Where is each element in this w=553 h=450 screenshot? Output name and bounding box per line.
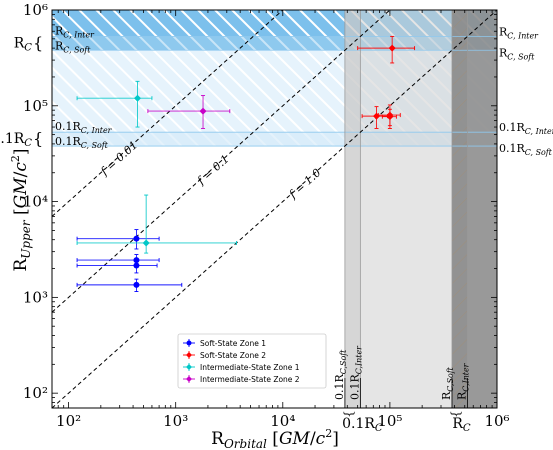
legend-marker [186, 376, 192, 382]
f-line-1 [52, 10, 391, 313]
band-label-right-inter: RC, Inter [499, 25, 539, 40]
legend-entry-0: Soft-State Zone 1 [183, 339, 266, 348]
band-left-title: RC [14, 35, 33, 53]
vband-label-0.1rc-soft: 0.1RC,Soft [333, 349, 348, 400]
point-soft-state-zone-2-3 [381, 108, 397, 127]
vband-0.1rc-soft-inter [344, 10, 361, 408]
region-bands [52, 10, 497, 408]
x-tick-label-2: 10⁴ [270, 412, 295, 430]
legend-label: Soft-State Zone 1 [200, 339, 266, 348]
marker [199, 107, 207, 115]
marker [134, 94, 142, 102]
legend-entry-2: Intermediate-State Zone 1 [183, 363, 300, 372]
marker [373, 112, 381, 120]
y-tick-label-1: 10³ [23, 288, 48, 306]
legend-marker [186, 352, 192, 358]
axes: 10² 10³ 10⁴ 10⁵ 10⁶ 10² 10³ 10⁴ 10⁵ 10⁶ [23, 1, 510, 430]
x-tick-label-4: 10⁶ [484, 412, 509, 430]
vband-brace-1: { [449, 410, 463, 418]
x-tick-label-0: 10² [56, 412, 81, 430]
point-soft-state-zone-2-0 [357, 35, 416, 64]
vband-bottom-label-rc: RC [452, 416, 471, 434]
point-intermediate-state-zone-2-0 [147, 95, 231, 129]
vband-0.1rc [344, 10, 452, 408]
y-axis-title: RUpper [GM/c2] [9, 148, 33, 271]
band-label-right-soft: 0.1RC, Soft [499, 142, 553, 157]
y-tick-label-4: 10⁶ [23, 1, 48, 19]
vband-rc-soft-inter [451, 10, 468, 408]
point-soft-state-zone-1-1 [76, 254, 160, 267]
legend-entry-1: Soft-State Zone 2 [183, 351, 266, 360]
x-tick-label-1: 10³ [163, 412, 188, 430]
legend-entry-3: Intermediate-State Zone 2 [183, 375, 300, 384]
legend-box [177, 333, 327, 389]
marker [133, 281, 140, 288]
y-tick-label-2: 10⁴ [23, 193, 48, 211]
marker [142, 239, 150, 247]
marker [133, 262, 140, 269]
f-line-2 [52, 10, 497, 408]
band-label-right-soft: RC, Soft [499, 46, 535, 61]
plot-frame [51, 9, 498, 409]
marker [133, 235, 140, 242]
vband-bottom-label-0.1rc: 0.1RC [342, 416, 383, 434]
marker [388, 44, 396, 52]
y-tick-label-0: 10² [23, 384, 48, 402]
diagonal-lines [52, 10, 497, 408]
legend: Soft-State Zone 1 Soft-State Zone 2 Interm… [177, 333, 327, 389]
data-points [76, 35, 416, 293]
point-soft-state-zone-1-2 [76, 258, 158, 274]
x-tick-label-3: 10⁵ [377, 412, 402, 430]
f-line-label-2: f = 1.0 [286, 166, 324, 202]
legend-label: Intermediate-State Zone 1 [200, 363, 300, 372]
legend-label: Intermediate-State Zone 2 [200, 375, 300, 384]
legend-marker [186, 364, 192, 370]
y-tick-label-3: 10⁵ [23, 97, 48, 115]
f-line-label-1: f = 0.1 [194, 152, 232, 188]
point-soft-state-zone-2-2 [361, 106, 388, 129]
x-axis-title: ROrbital [GM/c2] [211, 427, 339, 450]
point-soft-state-zone-1-3 [76, 278, 183, 293]
legend-marker [186, 340, 192, 346]
point-intermediate-state-zone-1-1 [76, 194, 237, 254]
legend-label: Soft-State Zone 2 [200, 351, 266, 360]
point-soft-state-zone-1-0 [76, 229, 160, 250]
band-left-brace: { [33, 33, 43, 52]
vband-brace-0: { [342, 410, 356, 418]
band-label-right-inter: 0.1RC, Inter [499, 121, 553, 136]
band-left-title: 0.1RC [0, 131, 32, 149]
marker [386, 113, 394, 121]
point-intermediate-state-zone-1-0 [76, 80, 153, 128]
band-left-brace: { [33, 129, 43, 148]
f-line-0 [52, 10, 284, 217]
